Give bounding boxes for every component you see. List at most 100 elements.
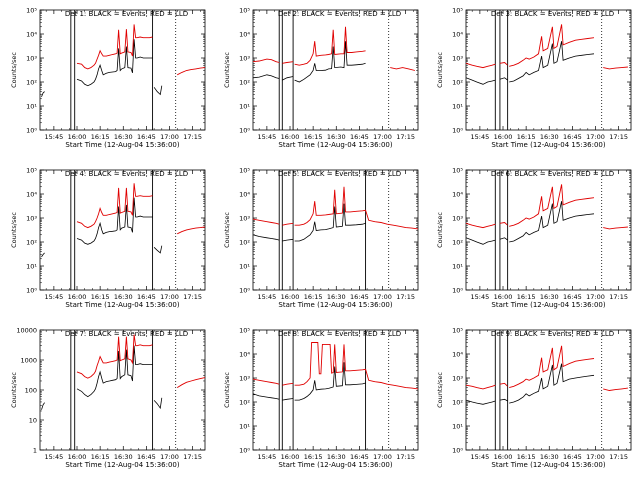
y-tick-label: 10³ — [239, 215, 250, 223]
y-tick-label: 10³ — [239, 55, 250, 63]
x-tick-label: 17:00 — [373, 293, 392, 301]
x-axis-label: Start Time (12-Aug-04 15:36:00) — [278, 461, 392, 469]
series-line-lld — [176, 377, 206, 388]
y-tick-label: 10⁴ — [239, 191, 250, 199]
series-line-events — [252, 234, 280, 241]
x-tick-label: 16:15 — [517, 133, 536, 141]
x-tick-label: 15:45 — [258, 453, 277, 461]
detector-panel-8: Det 8: BLACK = Events, RED = LLD 10⁰ 10¹ 10… — [223, 327, 419, 469]
series-line-lld — [282, 222, 294, 226]
plot-frame — [252, 329, 419, 451]
x-tick-label: 17:15 — [183, 453, 202, 461]
x-tick-label: 16:30 — [327, 453, 346, 461]
plot-frame — [252, 9, 419, 131]
x-tick-label: 16:00 — [494, 293, 513, 301]
y-tick-label: 10⁰ — [239, 287, 250, 295]
series-line-lld — [177, 226, 206, 235]
series-line-lld — [76, 183, 153, 229]
x-tick-label: 16:15 — [91, 133, 110, 141]
x-tick-label: 16:45 — [563, 133, 582, 141]
x-tick-label: 16:45 — [350, 293, 369, 301]
y-tick-label: 10¹ — [26, 263, 37, 271]
series-line-lld — [603, 226, 628, 230]
y-tick-label: 10⁵ — [452, 167, 463, 175]
y-tick-label: 10 — [29, 417, 37, 425]
series-line-lld — [176, 67, 206, 76]
x-tick-label: 17:15 — [396, 133, 415, 141]
x-tick-label: 15:45 — [258, 133, 277, 141]
x-tick-label: 16:45 — [350, 133, 369, 141]
series-line-lld — [252, 218, 280, 225]
series-line-lld — [294, 186, 419, 230]
y-tick-label: 10000 — [16, 327, 37, 335]
x-tick-label: 16:30 — [114, 293, 133, 301]
x-tick-label: 16:00 — [68, 293, 87, 301]
series-line-lld — [390, 67, 416, 71]
x-tick-label: 16:30 — [327, 293, 346, 301]
y-tick-label: 10² — [239, 239, 250, 247]
y-tick-label: 10⁴ — [452, 191, 463, 199]
series-line-lld — [252, 378, 280, 385]
y-tick-label: 1 — [33, 447, 37, 455]
x-tick-label: 16:00 — [281, 453, 300, 461]
series-line-events — [465, 237, 496, 245]
x-tick-label: 16:15 — [517, 293, 536, 301]
plot-frame — [39, 169, 206, 291]
series-line-lld — [282, 61, 294, 64]
y-tick-label: 10³ — [26, 215, 37, 223]
y-axis-label: Counts/sec — [436, 372, 444, 408]
y-tick-label: 10² — [452, 79, 463, 87]
series-line-events — [76, 197, 153, 245]
series-line-lld — [603, 66, 628, 70]
y-tick-label: 10⁴ — [26, 31, 37, 39]
y-tick-label: 10⁴ — [26, 191, 37, 199]
plot-frame — [465, 329, 632, 451]
detector-panel-3: Det 3: BLACK = Events, RED = LLD 10⁰ 10¹ 10… — [436, 7, 632, 149]
plot-frame — [465, 9, 632, 131]
x-tick-label: 15:45 — [45, 133, 64, 141]
x-tick-label: 16:30 — [114, 453, 133, 461]
chart-title: Det 6: BLACK = Events, RED = LLD — [491, 170, 614, 178]
series-line-lld — [252, 58, 280, 63]
x-tick-label: 17:00 — [373, 453, 392, 461]
y-tick-label: 10³ — [452, 55, 463, 63]
x-tick-label: 17:15 — [609, 293, 628, 301]
detector-panel-6: Det 6: BLACK = Events, RED = LLD 10⁰ 10¹ 10… — [436, 167, 632, 309]
y-tick-label: 10⁰ — [452, 287, 463, 295]
y-tick-label: 10⁴ — [239, 351, 250, 359]
series-line-events — [294, 362, 366, 401]
y-tick-label: 100 — [25, 387, 37, 395]
y-tick-label: 10⁰ — [26, 127, 37, 135]
series-line-lld — [76, 24, 153, 70]
chart-title: Det 4: BLACK = Events, RED = LLD — [65, 170, 188, 178]
y-axis-label: Counts/sec — [436, 212, 444, 248]
y-tick-label: 10¹ — [452, 103, 463, 111]
x-tick-label: 17:00 — [160, 133, 179, 141]
y-tick-label: 10⁰ — [452, 127, 463, 135]
x-tick-label: 16:15 — [304, 133, 323, 141]
y-axis-label: Counts/sec — [10, 372, 18, 408]
chart-title: Det 1: BLACK = Events, RED = LLD — [65, 10, 188, 18]
x-axis-label: Start Time (12-Aug-04 15:36:00) — [278, 141, 392, 149]
series-line-events — [509, 41, 595, 83]
x-axis-label: Start Time (12-Aug-04 15:36:00) — [65, 141, 179, 149]
series-line-lld — [499, 382, 508, 387]
chart-title: Det 9: BLACK = Events, RED = LLD — [491, 330, 614, 338]
y-tick-label: 10⁰ — [452, 447, 463, 455]
series-line-events — [465, 399, 496, 405]
chart-title: Det 7: BLACK = Events, RED = LLD — [65, 330, 188, 338]
y-tick-label: 10⁴ — [239, 31, 250, 39]
series-line-events — [282, 76, 294, 81]
x-tick-label: 17:00 — [586, 293, 605, 301]
y-tick-label: 1000 — [20, 357, 37, 365]
x-tick-label: 17:15 — [396, 453, 415, 461]
series-line-lld — [499, 62, 508, 66]
x-tick-label: 17:15 — [396, 293, 415, 301]
plot-frame — [252, 169, 419, 291]
y-tick-label: 10¹ — [26, 103, 37, 111]
x-axis-label: Start Time (12-Aug-04 15:36:00) — [65, 461, 179, 469]
series-line-events — [465, 77, 496, 85]
series-line-events — [252, 393, 280, 400]
detector-panel-7: Det 7: BLACK = Events, RED = LLD 1 10 100 10… — [10, 327, 206, 469]
x-tick-label: 16:00 — [281, 293, 300, 301]
